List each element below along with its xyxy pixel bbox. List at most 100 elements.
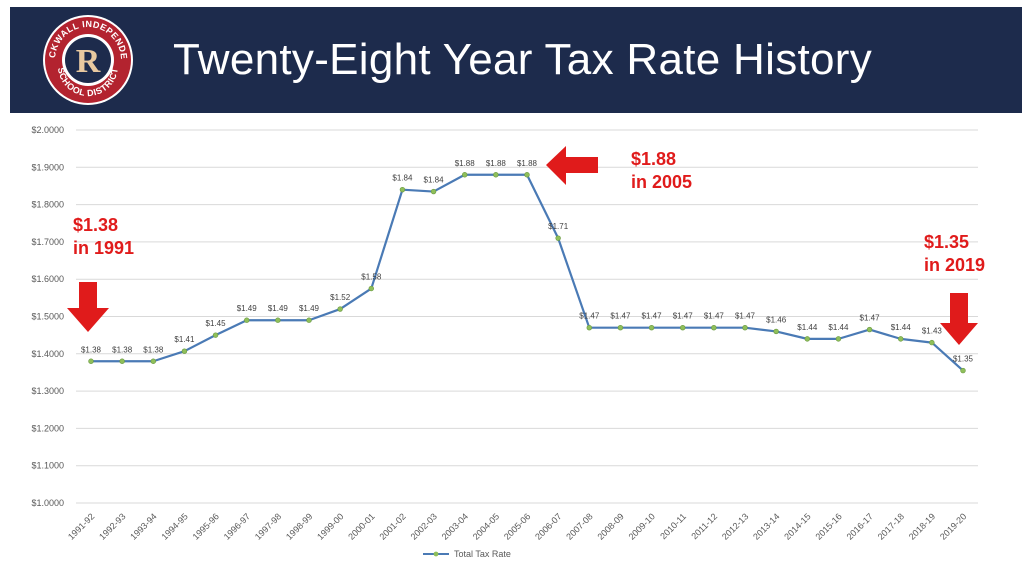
x-tick-label: 1998-99 — [284, 511, 314, 541]
x-tick-label: 2007-08 — [564, 511, 594, 541]
data-label: $1.47 — [673, 312, 694, 321]
x-tick-label: 2004-05 — [471, 511, 501, 541]
data-label: $1.44 — [797, 323, 818, 332]
data-point — [275, 317, 281, 323]
data-point — [586, 324, 592, 331]
series-total-tax-rate — [88, 172, 966, 374]
x-tick-label: 1991-92 — [66, 511, 96, 541]
arrow-left-2005 — [546, 146, 598, 185]
data-label: $1.49 — [237, 304, 258, 313]
data-label: $1.47 — [579, 312, 600, 321]
data-label: $1.71 — [548, 222, 569, 231]
annotation-2005: $1.88 in 2005 — [631, 148, 692, 194]
data-label: $1.49 — [299, 304, 320, 313]
x-tick-label: 2013-14 — [751, 511, 781, 541]
logo-letter: R — [76, 43, 101, 80]
annotation-2005-value: $1.88 — [631, 149, 677, 169]
x-tick-label: 2006-07 — [533, 511, 563, 541]
data-label: $1.38 — [81, 345, 102, 354]
district-logo: ROCKWALL INDEPENDENT SCHOOL DISTRICT R — [42, 14, 133, 105]
data-point — [773, 328, 779, 335]
x-tick-label: 2014-15 — [782, 511, 812, 541]
data-label: $1.47 — [704, 312, 725, 321]
y-tick-label: $1.6000 — [31, 274, 64, 284]
y-tick-label: $1.0000 — [31, 498, 64, 508]
data-point — [368, 285, 374, 292]
x-tick-label: 1992-93 — [97, 511, 127, 541]
data-label: $1.46 — [766, 315, 787, 324]
arrow-down-2019 — [940, 293, 978, 345]
data-point — [212, 332, 219, 338]
x-tick-label: 2009-10 — [627, 511, 657, 541]
data-label: $1.35 — [953, 355, 974, 364]
data-label: $1.47 — [642, 312, 663, 321]
data-point — [524, 172, 530, 178]
data-point — [648, 324, 655, 331]
x-tick-label: 1997-98 — [253, 511, 283, 541]
x-tick-label: 2019-20 — [938, 511, 968, 541]
data-point — [835, 336, 842, 342]
data-label: $1.47 — [610, 312, 631, 321]
data-point — [680, 324, 686, 331]
x-tick-label: 2001-02 — [377, 511, 407, 541]
x-tick-label: 2011-12 — [689, 511, 719, 541]
data-point — [617, 324, 624, 331]
data-point — [88, 358, 94, 364]
data-point — [399, 186, 406, 193]
data-point — [804, 336, 810, 342]
x-tick-label: 2018-19 — [907, 511, 937, 541]
data-label: $1.49 — [268, 304, 289, 313]
data-label: $1.88 — [486, 159, 507, 168]
data-label: $1.88 — [455, 159, 476, 168]
data-point — [711, 324, 717, 331]
annotation-2005-year: in 2005 — [631, 172, 693, 192]
data-point — [555, 235, 561, 241]
x-tick-label: 2012-13 — [720, 511, 750, 541]
annotation-1991-year: in 1991 — [73, 238, 135, 258]
tax-rate-line-chart: $1.0000 $1.1000 $1.2000 $1.3000 $1.4000 $1.50… — [31, 125, 978, 559]
y-tick-label: $1.5000 — [31, 312, 64, 322]
data-point — [430, 188, 437, 195]
data-point — [306, 317, 312, 323]
data-label: $1.38 — [112, 345, 133, 354]
data-point — [337, 306, 343, 312]
data-label: $1.45 — [206, 319, 227, 328]
x-tick-label: 2016-17 — [845, 511, 875, 541]
page-title: Twenty-Eight Year Tax Rate History — [173, 35, 873, 84]
x-tick-label: 2010-11 — [658, 511, 688, 541]
y-axis: $1.0000 $1.1000 $1.2000 $1.3000 $1.4000 $1.50… — [31, 125, 64, 508]
data-point — [960, 367, 966, 374]
header-banner: ROCKWALL INDEPENDENT SCHOOL DISTRICT R T… — [10, 7, 1022, 113]
data-label: $1.41 — [174, 335, 195, 344]
data-label: $1.38 — [143, 345, 164, 354]
y-tick-label: $2.0000 — [31, 125, 64, 135]
x-tick-label: 2008-09 — [595, 511, 625, 541]
x-tick-label: 2017-18 — [876, 511, 906, 541]
y-tick-label: $1.8000 — [31, 200, 64, 210]
annotation-1991: $1.38 in 1991 — [73, 214, 134, 260]
annotation-2019: $1.35 in 2019 — [924, 231, 985, 277]
x-tick-label: 1995-96 — [191, 511, 221, 541]
data-point — [119, 358, 125, 364]
arrow-down-1991 — [67, 282, 109, 332]
data-label: $1.84 — [424, 176, 445, 185]
y-tick-label: $1.7000 — [31, 237, 64, 247]
data-point — [181, 348, 188, 354]
x-tick-label: 2005-06 — [502, 511, 532, 541]
x-tick-label: 1996-97 — [222, 511, 252, 541]
data-labels: $1.38 $1.38 $1.38 $1.41 $1.45 $1.49 $1.49 $1.49… — [81, 159, 974, 364]
data-label: $1.47 — [860, 314, 881, 323]
data-point — [929, 339, 935, 346]
annotation-2019-year: in 2019 — [924, 255, 986, 275]
data-point — [866, 326, 873, 333]
x-tick-label: 2015-16 — [813, 511, 843, 541]
data-label: $1.43 — [922, 327, 943, 336]
y-tick-label: $1.1000 — [31, 461, 64, 471]
data-label: $1.44 — [891, 323, 912, 332]
data-label: $1.52 — [330, 293, 351, 302]
y-tick-label: $1.4000 — [31, 349, 64, 359]
data-point — [150, 358, 156, 364]
data-point — [493, 172, 499, 178]
data-label: $1.44 — [828, 323, 849, 332]
data-point — [898, 336, 904, 342]
